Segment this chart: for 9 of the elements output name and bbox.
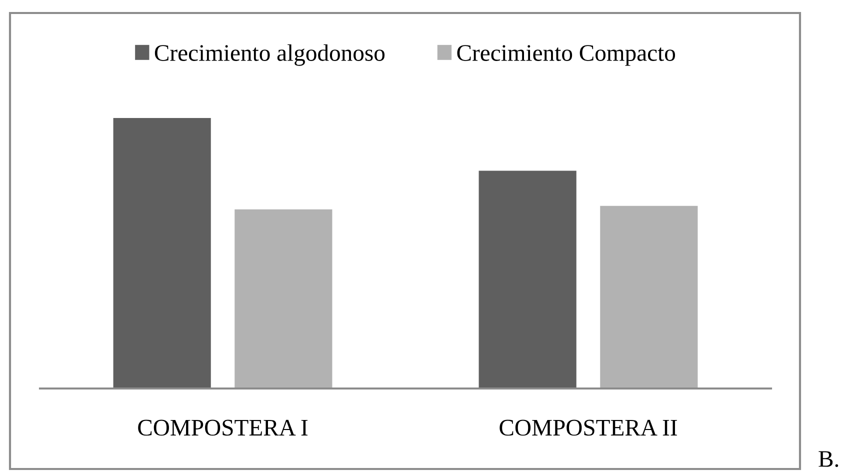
bar — [234, 209, 332, 388]
legend-label: Crecimiento algodonoso — [154, 44, 385, 66]
bar — [478, 170, 576, 388]
bar — [600, 206, 698, 388]
legend-label: Crecimiento Compacto — [457, 45, 676, 66]
x-tick-label: COMPOSTERA I — [138, 420, 308, 436]
bar — [113, 118, 211, 388]
text: B. — [818, 451, 838, 468]
x-tick-label: COMPOSTERA II — [500, 420, 677, 436]
